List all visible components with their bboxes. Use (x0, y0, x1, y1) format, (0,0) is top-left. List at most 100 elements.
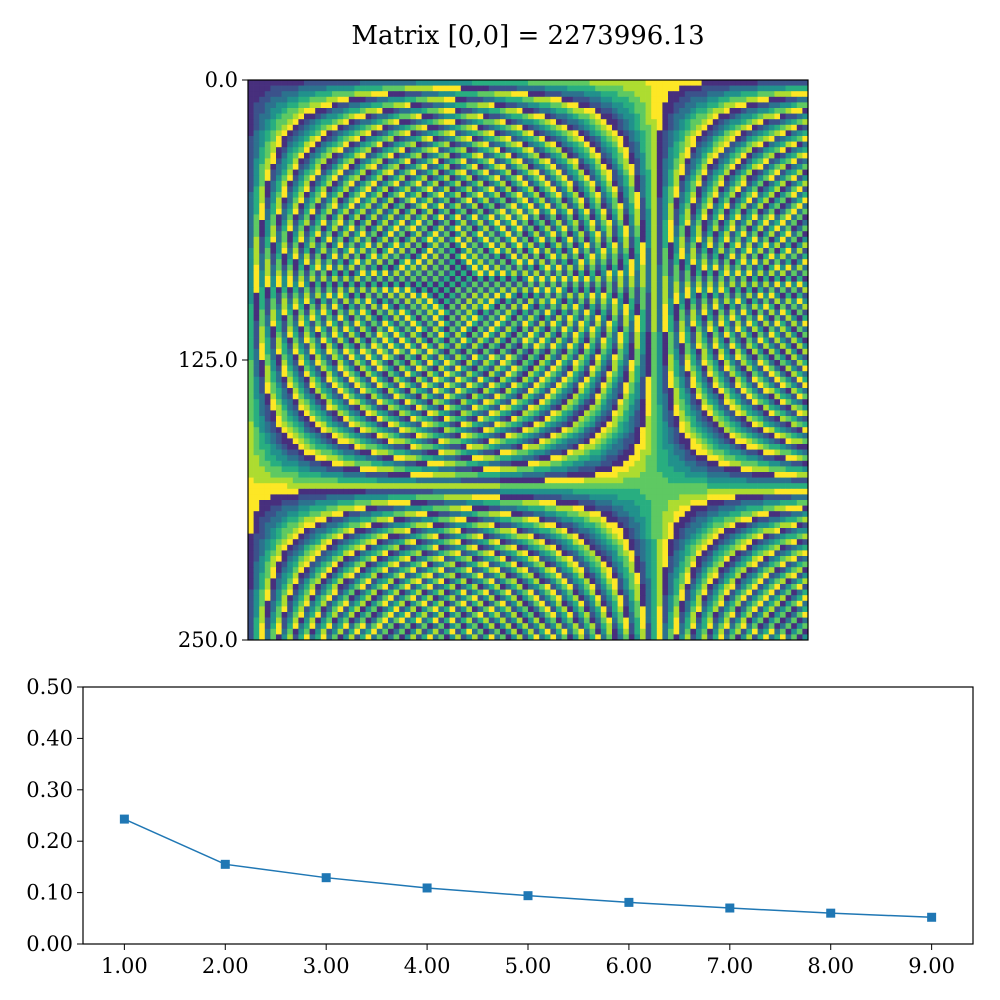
heatmap-cell (416, 332, 422, 338)
heatmap-cell (752, 208, 758, 215)
heatmap-cell (584, 315, 590, 322)
heatmap-cell (802, 180, 808, 187)
heatmap-cell (550, 186, 557, 193)
heatmap-cell (472, 248, 478, 254)
heatmap-cell (410, 332, 417, 338)
heatmap-cell (304, 175, 310, 182)
heatmap-cell (511, 96, 518, 103)
heatmap-cell (662, 298, 669, 305)
heatmap-cell (544, 326, 551, 333)
heatmap-cell (264, 276, 271, 282)
heatmap-cell (701, 343, 708, 350)
heatmap-cell (404, 281, 411, 288)
heatmap-cell (640, 141, 646, 148)
heatmap-cell (634, 186, 641, 193)
heatmap-cell (735, 242, 742, 249)
heatmap-cell (556, 119, 562, 126)
heatmap-cell (802, 158, 808, 165)
heatmap-cell (752, 175, 758, 182)
heatmap-cell (365, 248, 372, 254)
heatmap-cell (259, 309, 266, 316)
heatmap-cell (578, 203, 585, 210)
heatmap-cell (651, 309, 658, 316)
heatmap-cell (774, 248, 781, 254)
heatmap-cell (668, 141, 674, 148)
heatmap-cell (320, 253, 327, 260)
heatmap-cell (617, 108, 624, 114)
heatmap-cell (466, 225, 473, 232)
heatmap-cell (343, 248, 350, 254)
heatmap-cell (326, 354, 333, 361)
heatmap-cell (522, 231, 529, 238)
heatmap-cell (662, 180, 669, 187)
heatmap-cell (276, 85, 282, 92)
heatmap-cell (572, 192, 579, 198)
heatmap-cell (746, 192, 753, 198)
heatmap-cell (774, 292, 781, 299)
heatmap-cell (292, 315, 299, 322)
heatmap-cell (791, 152, 798, 159)
heatmap-cell (567, 320, 574, 327)
heatmap-cell (662, 141, 669, 148)
heatmap-cell (348, 309, 355, 316)
heatmap-cell (326, 152, 333, 159)
heatmap-cell (539, 113, 546, 120)
heatmap-cell (774, 136, 781, 142)
heatmap-cell (483, 180, 490, 187)
heatmap-cell (326, 203, 333, 210)
heatmap-cell (668, 276, 674, 282)
heatmap-cell (595, 113, 602, 120)
heatmap-cell (578, 231, 585, 238)
heatmap-cell (511, 242, 518, 249)
heatmap-cell (404, 147, 411, 154)
heatmap-cell (617, 80, 624, 86)
heatmap-cell (791, 158, 798, 165)
heatmap-cell (449, 287, 456, 294)
heatmap-cell (679, 348, 686, 355)
heatmap-cell (668, 164, 674, 170)
heatmap-cell (500, 264, 506, 271)
heatmap-cell (656, 80, 663, 86)
heatmap-cell (460, 96, 467, 103)
heatmap-cell (472, 276, 478, 282)
heatmap-cell (298, 119, 305, 126)
heatmap-cell (432, 343, 439, 350)
heatmap-cell (505, 270, 512, 277)
heatmap-cell (550, 80, 557, 86)
heatmap-cell (248, 197, 254, 204)
heatmap-cell (488, 326, 495, 333)
heatmap-cell (656, 236, 663, 243)
heatmap-cell (740, 152, 747, 159)
heatmap-cell (606, 130, 613, 137)
heatmap-cell (746, 220, 753, 226)
heatmap-cell (584, 124, 590, 131)
heatmap-cell (718, 147, 725, 154)
heatmap-cell (360, 169, 366, 176)
heatmap-cell (606, 141, 613, 148)
heatmap-cell (729, 85, 736, 92)
heatmap-cell (606, 304, 613, 310)
heatmap-cell (634, 80, 641, 86)
heatmap-cell (259, 147, 266, 154)
heatmap-cell (270, 315, 277, 322)
heatmap-cell (304, 130, 310, 137)
heatmap-cell (276, 113, 282, 120)
heatmap-cell (488, 186, 495, 193)
heatmap-cell (696, 180, 702, 187)
heatmap-cell (712, 164, 719, 170)
heatmap-cell (337, 130, 344, 137)
heatmap-cell (802, 343, 808, 350)
heatmap-cell (729, 276, 736, 282)
heatmap-cell (522, 304, 529, 310)
heatmap-cell (488, 337, 495, 344)
heatmap-cell (516, 203, 523, 210)
heatmap-cell (376, 180, 383, 187)
heatmap-cell (668, 180, 674, 187)
heatmap-cell (533, 304, 540, 310)
heatmap-cell (421, 253, 428, 260)
heatmap-cell (757, 298, 764, 305)
heatmap-cell (746, 147, 753, 154)
heatmap-cell (449, 130, 456, 137)
heatmap-cell (477, 130, 484, 137)
heatmap-cell (550, 119, 557, 126)
